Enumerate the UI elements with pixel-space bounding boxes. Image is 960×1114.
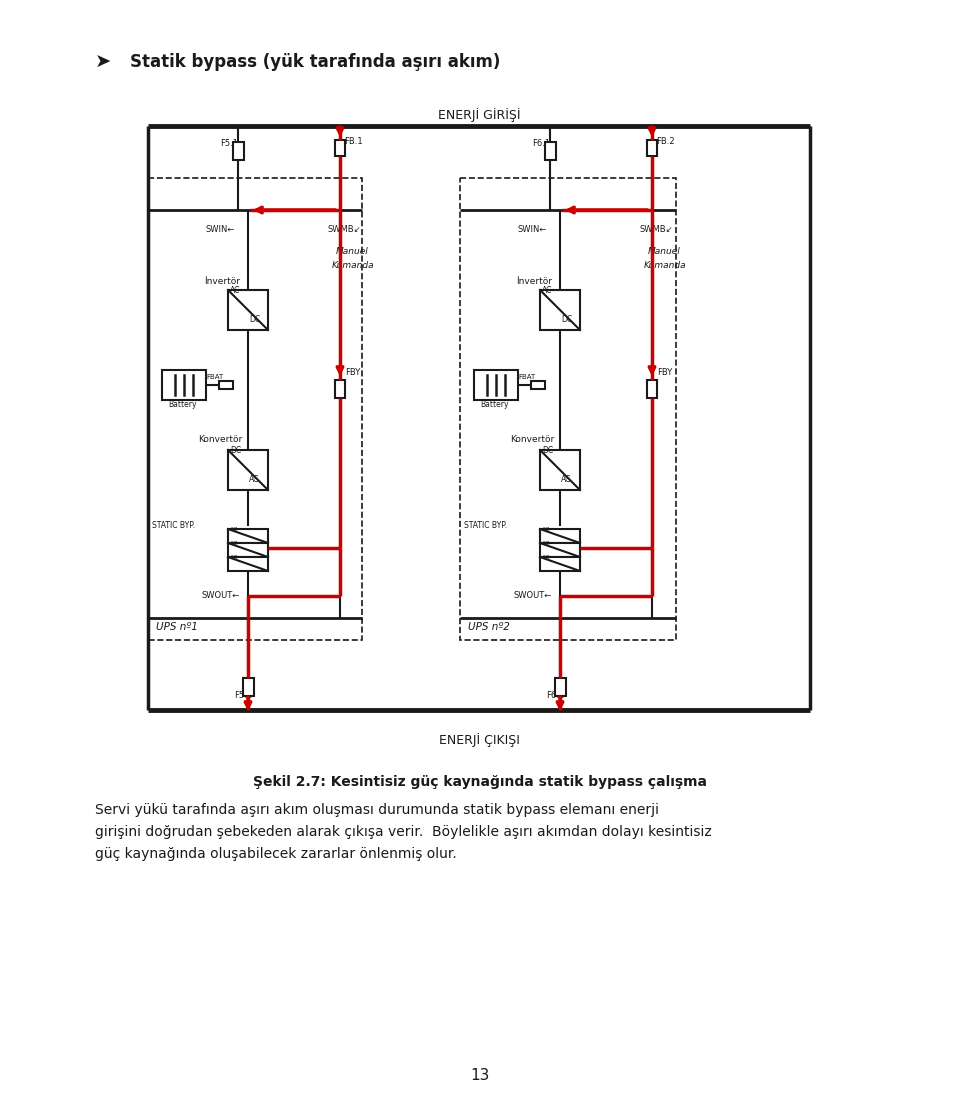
Bar xyxy=(219,381,233,389)
Text: Battery: Battery xyxy=(168,400,197,409)
Text: F5.1: F5.1 xyxy=(220,139,238,148)
Bar xyxy=(474,370,518,400)
Text: Manuel: Manuel xyxy=(336,247,369,256)
Bar xyxy=(148,178,362,641)
Text: FBY: FBY xyxy=(345,368,360,377)
Bar xyxy=(228,290,268,330)
Text: ➤: ➤ xyxy=(95,52,111,71)
Text: AC: AC xyxy=(230,541,238,546)
Text: SWOUT←: SWOUT← xyxy=(202,592,240,600)
Bar xyxy=(335,380,345,398)
Text: Konvertör: Konvertör xyxy=(198,434,242,444)
Text: SWOUT←: SWOUT← xyxy=(514,592,552,600)
Text: SWMB↙: SWMB↙ xyxy=(640,225,674,234)
Text: AC: AC xyxy=(542,541,550,546)
Text: SWIN←: SWIN← xyxy=(518,225,547,234)
Bar xyxy=(540,543,580,557)
Bar xyxy=(544,141,556,160)
Text: UPS nº2: UPS nº2 xyxy=(468,622,510,632)
Bar xyxy=(228,450,268,490)
Bar xyxy=(540,450,580,490)
Text: AC: AC xyxy=(230,555,238,560)
Bar xyxy=(243,678,253,696)
Text: Kumanda: Kumanda xyxy=(644,261,686,270)
Bar xyxy=(540,290,580,330)
Text: F6.2: F6.2 xyxy=(546,691,564,700)
Text: AC: AC xyxy=(542,555,550,560)
Bar xyxy=(647,140,657,156)
Text: güç kaynağında oluşabilecek zararlar önlenmiş olur.: güç kaynağında oluşabilecek zararlar önl… xyxy=(95,847,457,861)
Text: AC: AC xyxy=(542,527,550,532)
Bar xyxy=(228,557,268,571)
Bar xyxy=(228,529,268,543)
Text: Manuel: Manuel xyxy=(648,247,681,256)
Text: STATIC BYP.: STATIC BYP. xyxy=(152,521,195,530)
Text: DC: DC xyxy=(249,315,260,324)
Bar xyxy=(460,178,676,641)
Text: AC: AC xyxy=(230,286,240,295)
Text: FBY: FBY xyxy=(657,368,672,377)
Bar xyxy=(335,140,345,156)
Text: Kumanda: Kumanda xyxy=(332,261,374,270)
Text: FBAT: FBAT xyxy=(206,374,224,380)
Text: UPS nº1: UPS nº1 xyxy=(156,622,198,632)
Text: FBAT: FBAT xyxy=(518,374,536,380)
Text: girişini doğrudan şebekeden alarak çıkışa verir.  Böylelikle aşırı akımdan dolay: girişini doğrudan şebekeden alarak çıkış… xyxy=(95,825,711,839)
Text: F6.1: F6.1 xyxy=(532,139,550,148)
Text: SWIN←: SWIN← xyxy=(206,225,235,234)
Bar xyxy=(540,557,580,571)
Text: ENERJİ GİRİŞİ: ENERJİ GİRİŞİ xyxy=(438,108,520,121)
Text: Battery: Battery xyxy=(480,400,509,409)
Text: 13: 13 xyxy=(470,1068,490,1083)
Text: Konvertör: Konvertör xyxy=(510,434,554,444)
Text: DC: DC xyxy=(230,446,241,455)
Text: İnvertör: İnvertör xyxy=(516,277,552,286)
Text: Servi yükü tarafında aşırı akım oluşması durumunda statik bypass elemanı enerji: Servi yükü tarafında aşırı akım oluşması… xyxy=(95,803,659,817)
Text: FB.2: FB.2 xyxy=(656,137,675,146)
Bar xyxy=(540,529,580,543)
Bar xyxy=(555,678,565,696)
Text: ENERJİ ÇIKIŞI: ENERJİ ÇIKIŞI xyxy=(439,733,519,747)
Text: F5.2: F5.2 xyxy=(234,691,252,700)
Text: DC: DC xyxy=(542,446,553,455)
Text: DC: DC xyxy=(561,315,572,324)
Text: AC: AC xyxy=(542,286,552,295)
Text: Statik bypass (yük tarafında aşırı akım): Statik bypass (yük tarafında aşırı akım) xyxy=(130,53,500,71)
Bar xyxy=(228,543,268,557)
Text: AC: AC xyxy=(561,475,571,483)
Text: SWMB↙: SWMB↙ xyxy=(328,225,362,234)
Text: AC: AC xyxy=(249,475,259,483)
Text: İnvertör: İnvertör xyxy=(204,277,240,286)
Bar xyxy=(647,380,657,398)
Text: Şekil 2.7: Kesintisiz güç kaynağında statik bypass çalışma: Şekil 2.7: Kesintisiz güç kaynağında sta… xyxy=(253,775,707,789)
Bar xyxy=(162,370,206,400)
Bar xyxy=(232,141,244,160)
Text: STATIC BYP.: STATIC BYP. xyxy=(464,521,507,530)
Bar xyxy=(531,381,545,389)
Text: FB.1: FB.1 xyxy=(344,137,363,146)
Text: AC: AC xyxy=(230,527,238,532)
